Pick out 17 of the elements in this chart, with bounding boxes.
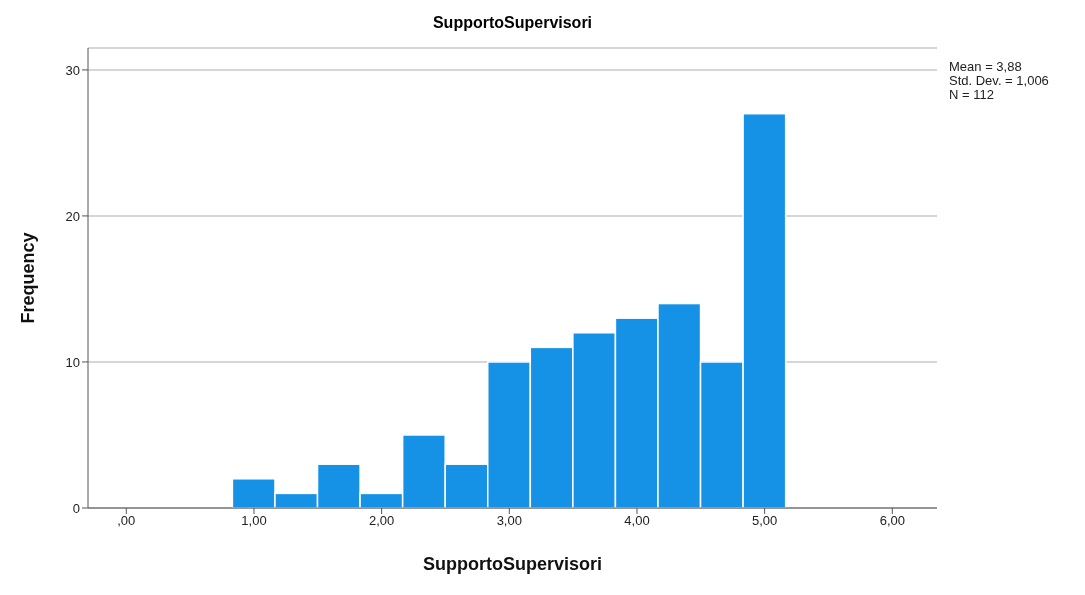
x-tick-label: ,00: [117, 513, 136, 529]
y-axis-title: Frequency: [18, 232, 39, 324]
text: Std. Dev. = 1,006: [949, 73, 1049, 88]
x-tick-label: 6,00: [879, 513, 905, 529]
chart-title: SupportoSupervisori: [431, 14, 594, 32]
x-tick-label: 2,00: [368, 513, 395, 529]
x-tick-label: 1,00: [241, 513, 267, 529]
text: Mean = 3,88: [949, 59, 1023, 74]
y-tick-label: 0: [72, 500, 80, 516]
x-tick-label: 4,00: [624, 513, 650, 529]
x-tick-label: 3,00: [496, 513, 522, 529]
text: N = 112: [949, 87, 995, 102]
x-tick-label: 5,00: [751, 513, 778, 529]
x-axis-title: SupportoSupervisori: [422, 554, 603, 574]
y-tick-label: 10: [65, 354, 80, 370]
y-tick-label: 30: [65, 62, 80, 78]
y-tick-label: 20: [65, 208, 80, 224]
